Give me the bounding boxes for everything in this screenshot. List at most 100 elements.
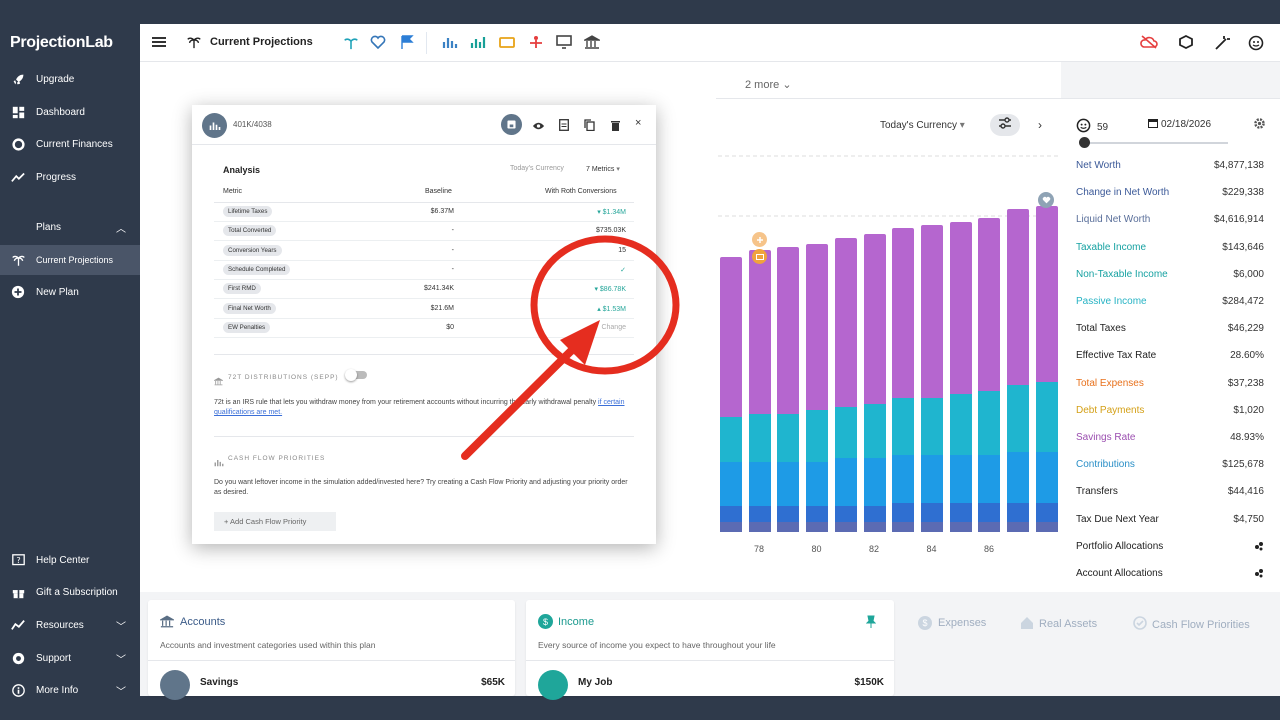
metric-row[interactable]: Total Expenses $37,238 (1076, 378, 1264, 394)
avatar-face-icon[interactable] (1248, 35, 1264, 51)
sidebar-item-label: Gift a Subscription (36, 586, 118, 598)
magic-wand-icon[interactable] (1214, 35, 1230, 51)
chart-bar[interactable] (1035, 205, 1058, 532)
metric-row[interactable]: Contributions $125,678 (1076, 459, 1264, 475)
expenses-card-icon[interactable] (499, 35, 515, 51)
save-button[interactable] (501, 114, 522, 135)
bar-segment-slate (863, 522, 886, 532)
metric-pill: First RMD (223, 283, 261, 295)
sidebar-item-current-projections[interactable]: Current Projections (0, 245, 140, 275)
currency-select[interactable]: Today's Currency ▾ (880, 120, 965, 131)
chart-bar[interactable] (949, 221, 972, 532)
sidebar-item-progress[interactable]: Progress (0, 162, 140, 192)
metric-row[interactable]: Passive Income $284,472 (1076, 296, 1264, 312)
chart-gridline (718, 215, 1058, 217)
monitor-icon[interactable] (556, 35, 572, 51)
flag-icon[interactable] (400, 35, 416, 51)
metric-row[interactable]: Transfers $44,416 (1076, 486, 1264, 502)
metric-row[interactable]: Portfolio Allocations (1076, 541, 1264, 557)
tab-real-assets[interactable]: Real Assets (1020, 616, 1097, 632)
sidebar-item-resources[interactable]: Resources ﹀ (0, 610, 140, 640)
income-card[interactable]: $ Income Every source of income you expe… (526, 600, 894, 700)
chart-filter-button[interactable] (990, 114, 1020, 136)
palm-toolbar-icon[interactable] (344, 35, 360, 51)
date-display[interactable]: 02/18/2026 (1148, 118, 1211, 131)
metric-row[interactable]: Debt Payments $1,020 (1076, 405, 1264, 421)
metric-row[interactable]: Savings Rate 48.93% (1076, 432, 1264, 448)
chart-bar[interactable] (863, 234, 886, 532)
cube-icon[interactable] (1178, 34, 1194, 51)
income-chart-icon[interactable] (470, 35, 486, 51)
pin-icon[interactable] (865, 615, 877, 633)
tab-cash-flow-priorities[interactable]: Cash Flow Priorities (1133, 616, 1250, 633)
tab-expenses[interactable]: $ Expenses (918, 616, 986, 630)
expense-event-icon[interactable] (752, 249, 767, 264)
metric-row[interactable]: Total Taxes $46,229 (1076, 323, 1264, 339)
bar-segment-purple (863, 234, 886, 404)
menu-icon[interactable] (152, 35, 166, 53)
heartbeat-marker-icon[interactable] (1038, 192, 1054, 208)
metric-value: $4,616,914 (1213, 214, 1264, 226)
cloud-offline-icon[interactable] (1140, 35, 1158, 51)
sidebar-item-gift[interactable]: Gift a Subscription (0, 577, 140, 607)
metrics-select[interactable]: 7 Metrics ▾ (586, 165, 620, 173)
gear-icon[interactable] (1253, 117, 1266, 135)
sidebar-item-upgrade[interactable]: Upgrade (0, 64, 140, 94)
eye-icon[interactable] (532, 118, 545, 136)
chart-bar[interactable] (806, 244, 829, 532)
metric-row[interactable]: Effective Tax Rate 28.60% (1076, 350, 1264, 366)
chart-bar[interactable] (777, 247, 800, 532)
metric-pill: Total Converted (223, 225, 277, 237)
chart-bar[interactable] (1007, 208, 1029, 532)
bar-segment-teal (920, 397, 943, 456)
sidebar-item-more-info[interactable]: More Info ﹀ (0, 675, 140, 705)
currency-label: Today's Currency (510, 165, 564, 172)
metric-label: Account Allocations (1076, 568, 1163, 579)
timeline-slider-track[interactable] (1080, 142, 1228, 144)
x-tick-label: 78 (754, 544, 765, 554)
chevron-right-icon[interactable]: › (1038, 118, 1042, 132)
sidebar-item-help-center[interactable]: ? Help Center (0, 545, 140, 575)
sidebar-item-support[interactable]: Support ﹀ (0, 643, 140, 673)
copy-icon[interactable] (584, 118, 595, 136)
sidebar-item-current-finances[interactable]: Current Finances (0, 129, 140, 159)
chart-bar[interactable] (920, 224, 943, 532)
accounts-chart-icon[interactable] (442, 35, 458, 51)
chart-bar[interactable] (748, 250, 771, 532)
document-icon[interactable] (559, 118, 569, 136)
distributions-toggle[interactable] (347, 371, 367, 379)
trash-icon[interactable] (611, 118, 620, 136)
chart-bar[interactable] (720, 256, 742, 532)
close-icon[interactable]: × (635, 117, 642, 129)
metric-row[interactable]: Tax Due Next Year $4,750 (1076, 514, 1264, 530)
milestone-icon[interactable] (752, 232, 767, 247)
sidebar-plans-header[interactable]: Plans ︿ (0, 212, 140, 242)
distributions-toggle-knob[interactable] (345, 369, 357, 381)
metric-row[interactable]: Change in Net Worth $229,338 (1076, 187, 1264, 203)
plan-title[interactable]: Current Projections (210, 36, 313, 48)
qualifications-link[interactable]: if certain qualifications are met. (214, 399, 625, 416)
chart-panel (716, 62, 1061, 592)
metric-row[interactable]: Taxable Income $143,646 (1076, 242, 1264, 258)
add-cash-flow-priority-button[interactable]: + Add Cash Flow Priority (214, 512, 336, 531)
metric-row[interactable]: Liquid Net Worth $4,616,914 (1076, 214, 1264, 230)
metric-row[interactable]: Non-Taxable Income $6,000 (1076, 269, 1264, 285)
income-row-label[interactable]: My Job (578, 677, 613, 688)
account-row-label[interactable]: Savings (200, 677, 239, 688)
events-icon[interactable] (528, 35, 544, 51)
chart-bar[interactable] (978, 218, 1001, 532)
baseline-value: $6.37M (430, 208, 454, 215)
bar-segment-teal (892, 397, 915, 456)
metric-row[interactable]: Account Allocations (1076, 568, 1264, 584)
heartbeat-icon[interactable] (370, 35, 386, 51)
chart-bar[interactable] (892, 228, 915, 532)
brand-logo[interactable]: ProjectionLab (10, 34, 113, 51)
more-dropdown[interactable]: 2 more ⌄ (745, 78, 792, 91)
metric-row[interactable]: Net Worth $4,877,138 (1076, 160, 1264, 176)
bank-icon[interactable] (582, 35, 602, 51)
accounts-card[interactable]: Accounts Accounts and investment categor… (148, 600, 515, 700)
sidebar-item-dashboard[interactable]: Dashboard (0, 97, 140, 127)
chart-bar[interactable] (834, 237, 857, 532)
timeline-slider-handle[interactable] (1079, 137, 1090, 148)
sidebar-item-new-plan[interactable]: New Plan (0, 277, 140, 307)
